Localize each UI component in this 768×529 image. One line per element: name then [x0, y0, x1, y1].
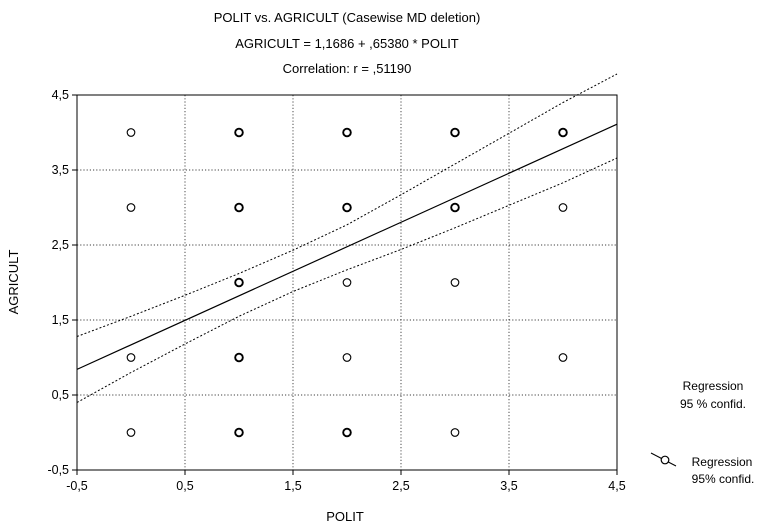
- y-tick-label: 2,5: [52, 238, 69, 252]
- y-axis-label: AGRICULT: [6, 250, 21, 315]
- chart-title: POLIT vs. AGRICULT (Casewise MD deletion…: [214, 10, 481, 25]
- data-point: [234, 127, 244, 138]
- data-point: [450, 202, 460, 213]
- data-point: [450, 127, 460, 138]
- data-point: [342, 427, 352, 438]
- y-tick-label: 4,5: [52, 88, 69, 102]
- data-points: [126, 127, 568, 438]
- y-tick-label: -0,5: [47, 463, 69, 477]
- y-axis-ticks: -0,5 0,5 1,5 2,5 3,5 4,5: [47, 88, 77, 477]
- data-point: [342, 127, 352, 138]
- data-point: [126, 353, 136, 362]
- data-point: [126, 203, 136, 212]
- confidence-band-lower: [76, 157, 618, 403]
- legend-point-marker-icon: [660, 455, 670, 465]
- x-tick-label: -0,5: [66, 479, 88, 493]
- data-point: [342, 202, 352, 213]
- x-tick-label: 4,5: [608, 479, 625, 493]
- regression-line: [76, 123, 618, 370]
- y-tick-label: 0,5: [52, 388, 69, 402]
- x-tick-label: 3,5: [500, 479, 517, 493]
- legend: Regression 95 % confid. Regression 95% c…: [650, 379, 755, 486]
- data-point: [234, 277, 244, 288]
- data-point: [450, 278, 460, 287]
- chart-subtitle: AGRICULT = 1,1686 + ,65380 * POLIT: [235, 36, 459, 51]
- confidence-band: [76, 73, 618, 403]
- data-point: [450, 428, 460, 437]
- legend-bottom-line-1: Regression: [692, 455, 753, 469]
- data-point: [558, 353, 568, 362]
- regression-line-group: [76, 123, 618, 370]
- x-axis-label: POLIT: [326, 509, 364, 524]
- x-tick-label: 1,5: [284, 479, 301, 493]
- data-point: [558, 203, 568, 212]
- x-axis-ticks: -0,5 0,5 1,5 2,5 3,5 4,5: [66, 470, 626, 493]
- data-point: [558, 127, 568, 138]
- x-tick-label: 2,5: [392, 479, 409, 493]
- x-tick-label: 0,5: [176, 479, 193, 493]
- legend-top-line-1: Regression: [683, 379, 744, 393]
- legend-bottom-line-2: 95% confid.: [692, 472, 755, 486]
- data-point: [126, 428, 136, 437]
- y-tick-label: 3,5: [52, 163, 69, 177]
- confidence-band-upper: [76, 73, 618, 337]
- data-point: [126, 128, 136, 137]
- data-point: [342, 353, 352, 362]
- data-point: [234, 202, 244, 213]
- data-point: [342, 278, 352, 287]
- data-point: [234, 427, 244, 438]
- y-tick-label: 1,5: [52, 313, 69, 327]
- plot-area-border: [76, 94, 618, 471]
- data-point: [234, 352, 244, 363]
- legend-top-line-2: 95 % confid.: [680, 397, 746, 411]
- gridlines: [77, 95, 617, 470]
- correlation-text: Correlation: r = ,51190: [283, 61, 412, 76]
